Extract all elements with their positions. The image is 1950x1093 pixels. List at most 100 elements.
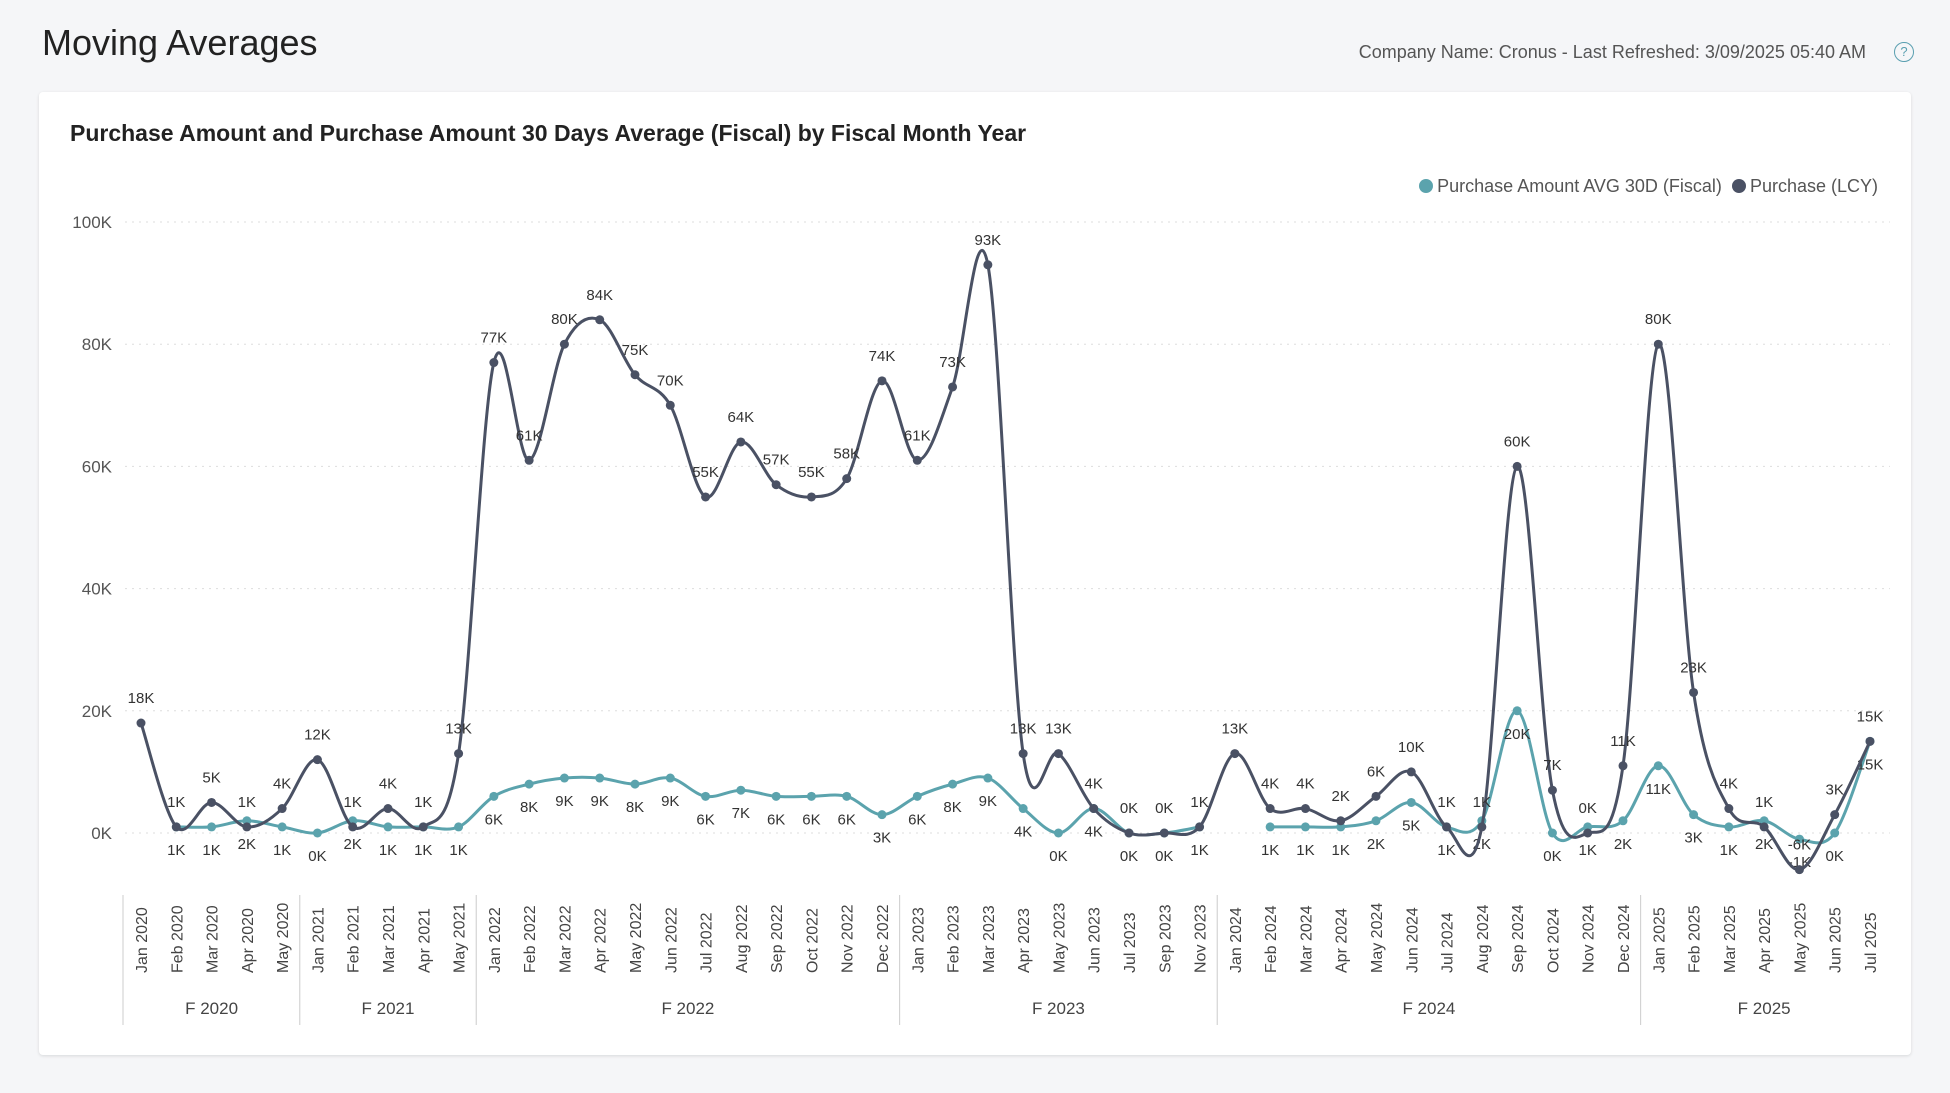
avg-data-label: 15K	[1857, 756, 1884, 773]
x-tick-label: Jun 2022	[663, 907, 680, 973]
purchase-data-label: 60K	[1504, 433, 1531, 450]
x-tick-label: Dec 2022	[875, 904, 892, 973]
purchase-line	[139, 249, 1872, 872]
purchase-point	[1618, 761, 1628, 771]
y-tick-label: 100K	[72, 213, 112, 232]
purchase-point	[983, 260, 993, 270]
x-tick-label: Aug 2022	[734, 904, 751, 973]
avg-data-label: 1K	[273, 842, 291, 859]
avg-point	[771, 791, 781, 801]
avg-point	[207, 822, 217, 832]
purchase-point	[1547, 785, 1557, 795]
avg-data-label: 1K	[1437, 842, 1455, 859]
x-tick-label: May 2023	[1051, 903, 1068, 973]
x-tick-label: Mar 2021	[381, 905, 398, 973]
x-tick-label: Jan 2021	[310, 907, 327, 973]
x-tick-label: Nov 2024	[1581, 904, 1598, 973]
purchase-point	[1689, 687, 1699, 697]
avg-data-label: 9K	[555, 793, 573, 810]
purchase-data-label: 13K	[1222, 721, 1249, 738]
avg-point	[489, 791, 499, 801]
purchase-data-label: 15K	[1857, 708, 1884, 725]
avg-data-label: 2K	[344, 836, 362, 853]
x-tick-label: Feb 2022	[522, 905, 539, 973]
group-label: F 2020	[185, 999, 238, 1018]
x-tick-label: Feb 2020	[169, 905, 186, 973]
purchase-data-label: 1K	[167, 794, 185, 811]
purchase-data-label: 4K	[379, 776, 397, 793]
group-label: F 2025	[1738, 999, 1791, 1018]
avg-data-label: 1K	[1261, 842, 1279, 859]
purchase-data-label: 1K	[1190, 794, 1208, 811]
purchase-point	[1265, 804, 1275, 814]
x-tick-label: Feb 2025	[1687, 905, 1704, 973]
avg-data-label: 0K	[308, 848, 326, 865]
purchase-data-label: 1K	[414, 794, 432, 811]
purchase-point	[1865, 736, 1875, 746]
purchase-point	[1759, 822, 1769, 832]
avg-point	[912, 791, 922, 801]
avg-point	[630, 779, 640, 789]
refresh-info: Company Name: Cronus - Last Refreshed: 3…	[1358, 42, 1866, 62]
purchase-data-label: 0K	[1120, 800, 1138, 817]
chart-title: Purchase Amount and Purchase Amount 30 D…	[70, 120, 1027, 146]
x-tick-label: Jun 2023	[1087, 907, 1104, 973]
x-tick-label: Mar 2023	[981, 905, 998, 973]
avg-point	[524, 779, 534, 789]
purchase-point	[136, 718, 146, 728]
chart-card	[39, 92, 1911, 1055]
avg-data-label: 11K	[1645, 781, 1671, 798]
x-tick-label: Feb 2021	[346, 905, 363, 973]
avg-line	[1270, 709, 1872, 845]
x-tick-label: Jan 2022	[487, 907, 504, 973]
avg-point	[559, 773, 569, 783]
purchase-point	[1512, 461, 1522, 471]
avg-point	[842, 791, 852, 801]
purchase-point	[1124, 828, 1134, 838]
x-tick-label: Oct 2024	[1545, 908, 1562, 973]
x-tick-label: Sep 2022	[769, 904, 786, 973]
x-tick-label: Mar 2020	[205, 905, 222, 973]
x-tick-label: Jun 2024	[1404, 907, 1421, 973]
purchase-data-label: 80K	[551, 311, 578, 328]
purchase-data-label: 64K	[728, 409, 755, 426]
purchase-point	[1195, 822, 1205, 832]
x-tick-label: Jul 2023	[1122, 912, 1139, 973]
purchase-data-label: 0K	[1579, 800, 1597, 817]
legend-swatch-purchase	[1731, 179, 1746, 193]
group-label: F 2023	[1032, 999, 1085, 1018]
x-tick-label: Feb 2023	[946, 905, 963, 973]
avg-point	[1018, 804, 1028, 814]
avg-point	[1618, 816, 1628, 826]
purchase-point	[1089, 804, 1099, 814]
legend-item-purchase[interactable]: Purchase (LCY)	[1731, 176, 1878, 197]
purchase-point	[771, 480, 781, 490]
purchase-data-label: 58K	[833, 446, 860, 463]
x-tick-label: Jul 2025	[1863, 912, 1880, 973]
purchase-data-label: 10K	[1398, 739, 1425, 756]
question-circle-icon[interactable]: ?	[1894, 42, 1914, 62]
avg-point	[1724, 822, 1734, 832]
purchase-point	[348, 822, 358, 832]
purchase-point	[877, 376, 887, 386]
legend-item-avg[interactable]: Purchase Amount AVG 30D (Fiscal)	[1419, 176, 1722, 197]
avg-data-label: 3K	[1684, 830, 1702, 847]
avg-point	[1300, 822, 1310, 832]
purchase-point	[171, 822, 181, 832]
avg-data-label: 8K	[943, 799, 961, 816]
purchase-data-label: -6K	[1788, 837, 1811, 854]
y-tick-label: 80K	[82, 335, 113, 354]
y-tick-label: 60K	[82, 457, 113, 476]
x-tick-label: Jul 2022	[699, 912, 716, 973]
x-tick-label: Mar 2022	[557, 905, 574, 973]
purchase-point	[1053, 749, 1063, 759]
avg-data-label: 6K	[908, 811, 926, 828]
group-label: F 2022	[661, 999, 714, 1018]
avg-data-label: 2K	[238, 836, 256, 853]
purchase-data-label: 13K	[445, 721, 472, 738]
purchase-point	[1371, 791, 1381, 801]
x-tick-label: Sep 2024	[1510, 904, 1527, 973]
x-tick-label: Nov 2022	[840, 904, 857, 973]
purchase-data-label: 80K	[1645, 311, 1672, 328]
purchase-point	[1018, 749, 1028, 759]
